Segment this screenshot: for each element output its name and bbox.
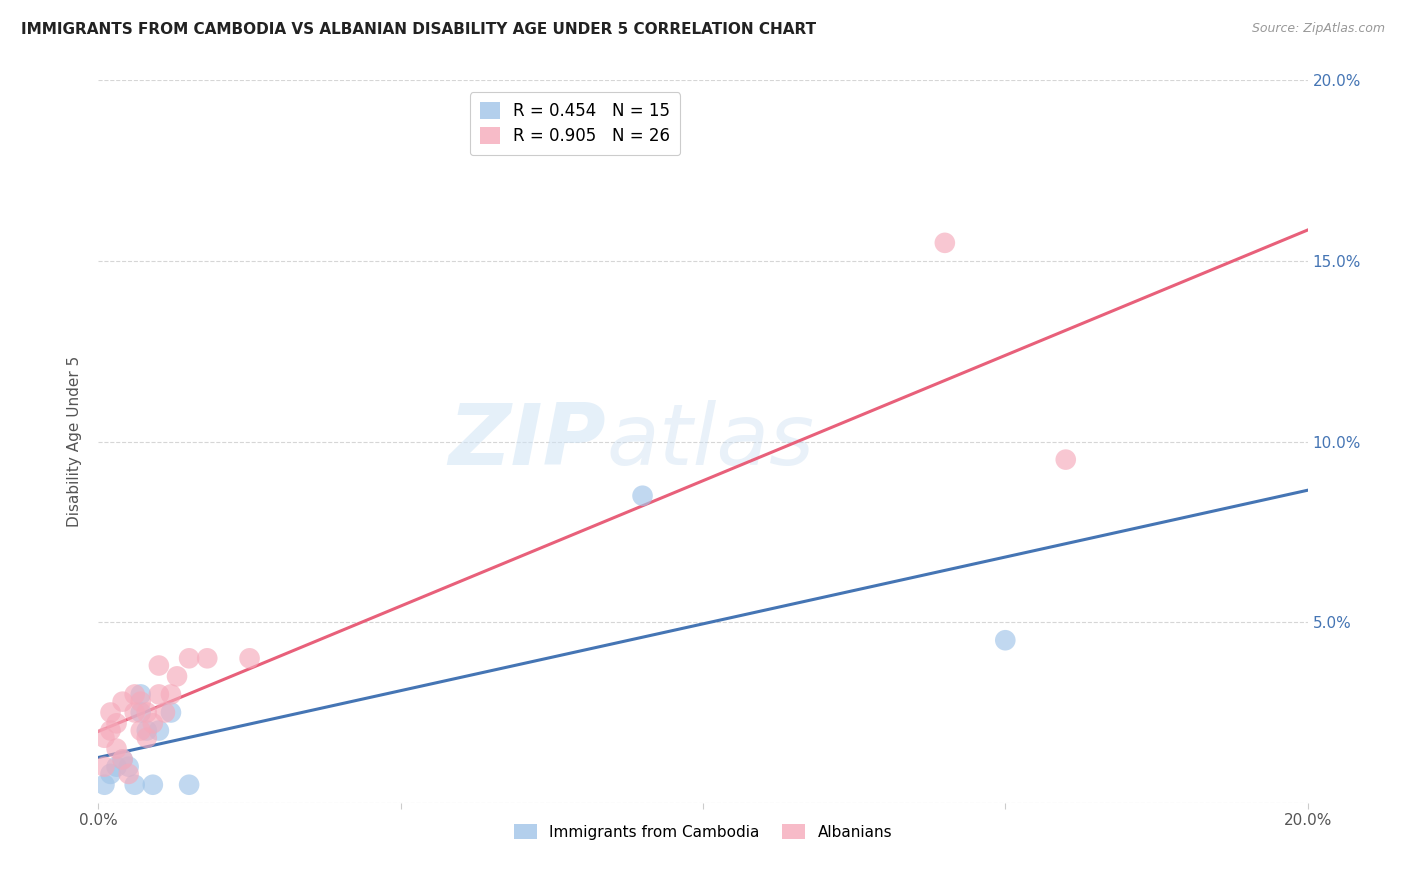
Point <box>934 235 956 250</box>
Point <box>93 778 115 792</box>
Point <box>631 489 654 503</box>
Point <box>148 658 170 673</box>
Point <box>160 706 183 720</box>
Point <box>148 723 170 738</box>
Point <box>118 760 141 774</box>
Text: atlas: atlas <box>606 400 814 483</box>
Point <box>129 687 152 701</box>
Point <box>111 695 134 709</box>
Point <box>148 687 170 701</box>
Point <box>142 716 165 731</box>
Point <box>994 633 1017 648</box>
Legend: Immigrants from Cambodia, Albanians: Immigrants from Cambodia, Albanians <box>508 818 898 846</box>
Text: Source: ZipAtlas.com: Source: ZipAtlas.com <box>1251 22 1385 36</box>
Text: ZIP: ZIP <box>449 400 606 483</box>
Point <box>93 760 115 774</box>
Point <box>105 741 128 756</box>
Point <box>135 723 157 738</box>
Point <box>179 778 201 792</box>
Y-axis label: Disability Age Under 5: Disability Age Under 5 <box>67 356 83 527</box>
Point <box>100 723 122 738</box>
Point <box>124 706 146 720</box>
Point <box>124 778 146 792</box>
Point <box>100 767 122 781</box>
Point <box>129 723 152 738</box>
Point <box>111 752 134 766</box>
Point <box>142 778 165 792</box>
Point <box>195 651 218 665</box>
Point <box>105 716 128 731</box>
Point <box>153 706 176 720</box>
Point <box>160 687 183 701</box>
Point <box>124 687 146 701</box>
Point <box>100 706 122 720</box>
Text: IMMIGRANTS FROM CAMBODIA VS ALBANIAN DISABILITY AGE UNDER 5 CORRELATION CHART: IMMIGRANTS FROM CAMBODIA VS ALBANIAN DIS… <box>21 22 817 37</box>
Point <box>239 651 262 665</box>
Point <box>105 760 128 774</box>
Point <box>129 706 152 720</box>
Point <box>135 731 157 745</box>
Point <box>129 695 152 709</box>
Point <box>179 651 201 665</box>
Point <box>111 752 134 766</box>
Point <box>93 731 115 745</box>
Point <box>135 706 157 720</box>
Point <box>1054 452 1077 467</box>
Point <box>118 767 141 781</box>
Point <box>166 669 188 683</box>
